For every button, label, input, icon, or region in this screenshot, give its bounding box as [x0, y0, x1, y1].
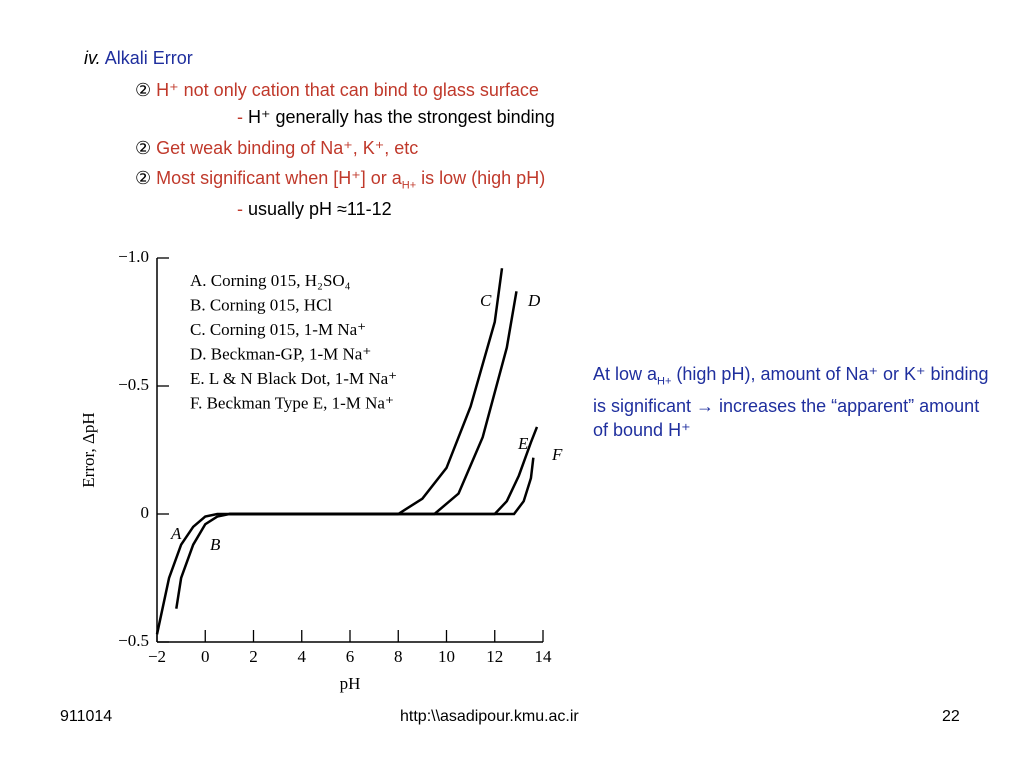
curve: [155, 512, 399, 635]
x-tick-label: −2: [148, 647, 166, 666]
x-tick-label: 12: [486, 647, 503, 666]
legend-entry: E. L & N Black Dot, 1-M Na⁺: [190, 369, 397, 388]
bullet: - usually pH ≈11-12: [237, 199, 392, 220]
curve-label: D: [527, 291, 541, 310]
footer-left: 911014: [60, 708, 113, 725]
x-tick-label: 8: [394, 647, 403, 666]
bullet-text: Get weak binding of Na⁺, K⁺, etc: [156, 138, 419, 158]
curve: [175, 512, 399, 609]
heading-title: Alkali Error: [104, 48, 193, 68]
bullet-mark: ②: [135, 138, 152, 158]
bullet-text: H⁺ not only cation that can bind to glas…: [156, 80, 539, 100]
note: At low aH+ (high pH), amount of Na⁺ or K…: [593, 362, 993, 442]
curve-label: C: [480, 291, 492, 310]
curve-label: E: [517, 434, 529, 453]
note-sub: H+: [657, 375, 672, 388]
bullet: ② Get weak binding of Na⁺, K⁺, etc: [135, 138, 418, 159]
bullet-text: Most significant when [H⁺] or a: [156, 168, 402, 188]
bullet-mark: -: [237, 199, 243, 219]
y-axis-label: Error, ΔpH: [79, 412, 98, 487]
bullet: - H⁺ generally has the strongest binding: [237, 107, 555, 128]
bullet: ② Most significant when [H⁺] or aH+ is l…: [135, 168, 545, 192]
bullet-text: H+: [401, 179, 417, 192]
bullet-text: usually pH ≈11-12: [248, 199, 392, 219]
bullet-mark: ②: [135, 168, 152, 188]
y-tick-label: 0: [141, 503, 150, 522]
y-tick-label: −0.5: [118, 375, 149, 394]
chart: −2 0 2 4 6 8 10 12 14 −1.0 −0.5 0 −0.5 pH Error, ΔpH A.…: [79, 247, 563, 693]
legend-entry: D. Beckman-GP, 1-M Na⁺: [190, 344, 371, 363]
bullet-mark: -: [237, 107, 243, 127]
legend-entry: B. Corning 015, HCl: [190, 295, 332, 314]
bullet-text: is low (high pH): [416, 168, 546, 188]
x-axis-label: pH: [340, 674, 361, 693]
y-tick-label: −1.0: [118, 247, 149, 266]
x-tick-label: 6: [346, 647, 355, 666]
legend-entry: C. Corning 015, 1-M Na⁺: [190, 320, 366, 339]
heading-number: iv.: [84, 48, 101, 68]
curve: [229, 426, 539, 516]
legend-entry: F. Beckman Type E, 1-M Na⁺: [190, 393, 394, 412]
note-text: At low a: [593, 364, 658, 384]
footer-center: http:\\asadipour.kmu.ac.ir: [400, 708, 579, 725]
curve-label: F: [551, 445, 563, 464]
bullet-mark: ②: [135, 80, 152, 100]
x-tick-label: 10: [438, 647, 455, 666]
curve-label: A: [170, 524, 182, 543]
y-tick-label: −0.5: [118, 631, 149, 650]
curve: [229, 457, 535, 516]
bullet: ② H⁺ not only cation that can bind to gl…: [135, 80, 539, 101]
curve-label: B: [210, 535, 221, 554]
x-tick-label: 2: [249, 647, 258, 666]
footer-right: 22: [942, 708, 960, 725]
x-tick-label: 4: [298, 647, 307, 666]
bullet-text: H⁺ generally has the strongest binding: [248, 107, 555, 127]
x-tick-label: 0: [201, 647, 210, 666]
x-tick-label: 14: [535, 647, 553, 666]
legend-entry: A. Corning 015, H₂SO₄: [190, 271, 351, 290]
note-text: (high pH), amount of Na⁺ or K⁺ binding i…: [593, 364, 989, 440]
heading: iv. Alkali Error: [84, 48, 193, 69]
